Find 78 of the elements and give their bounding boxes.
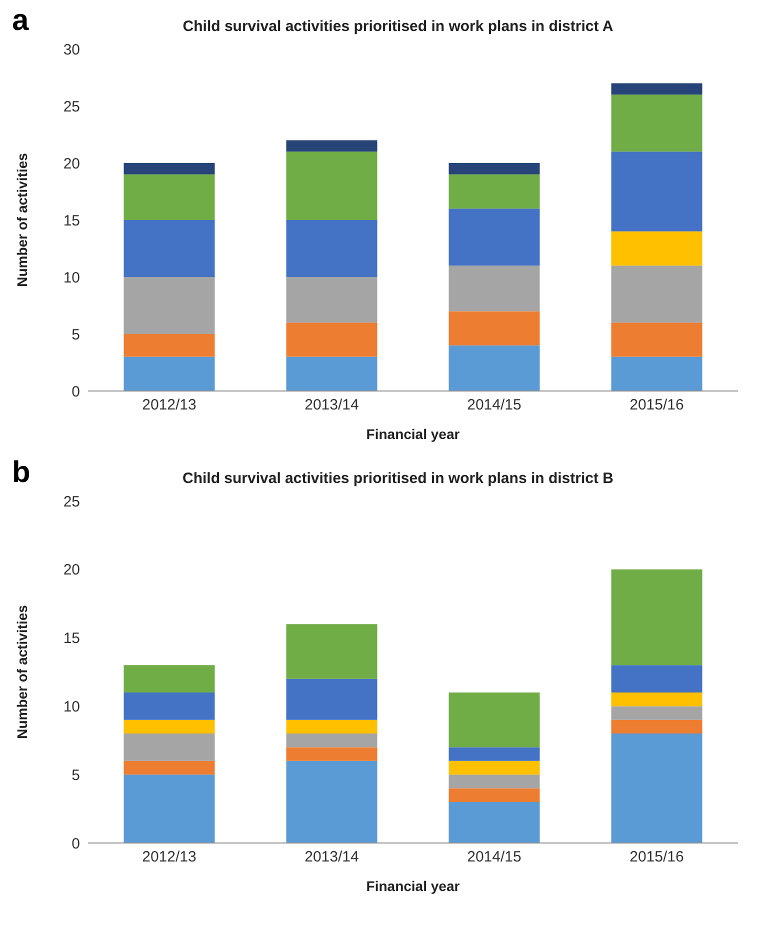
bar xyxy=(611,322,702,357)
bar xyxy=(448,788,540,802)
bar xyxy=(448,774,540,788)
x-tick-label: 2015/16 xyxy=(630,848,684,866)
bar xyxy=(611,720,702,734)
y-axis-title: Number of activities xyxy=(14,604,30,739)
bar xyxy=(124,163,215,174)
bar xyxy=(124,760,215,775)
bar xyxy=(448,760,540,775)
bar xyxy=(611,692,702,706)
bar xyxy=(124,334,215,357)
y-tick-label: 30 xyxy=(63,41,80,58)
bar xyxy=(448,802,540,843)
bar xyxy=(611,152,702,232)
bar xyxy=(448,163,540,174)
bar xyxy=(124,665,215,693)
bar xyxy=(286,277,378,323)
x-axis-title: Financial year xyxy=(366,426,460,442)
y-tick-label: 20 xyxy=(63,155,80,172)
bar xyxy=(611,734,702,843)
x-tick-label: 2013/14 xyxy=(304,848,359,866)
y-tick-label: 0 xyxy=(72,835,80,852)
bar xyxy=(286,747,378,761)
bar xyxy=(611,706,702,720)
bar xyxy=(124,720,215,734)
bar xyxy=(611,569,702,666)
bar xyxy=(286,734,378,748)
bar xyxy=(286,624,378,679)
y-tick-label: 5 xyxy=(72,766,80,784)
bar xyxy=(286,720,378,734)
bar xyxy=(448,208,540,266)
text: b xyxy=(12,456,30,490)
chart-title: Child survival activities prioritised in work plans in district A xyxy=(182,18,614,35)
x-tick-label: 2015/16 xyxy=(630,396,684,414)
bar xyxy=(286,220,378,277)
y-tick-label: 25 xyxy=(63,98,80,116)
bar xyxy=(448,311,540,346)
bar xyxy=(286,140,378,152)
y-axis-title: Number of activities xyxy=(14,152,30,287)
bar xyxy=(611,266,702,323)
bar xyxy=(611,83,702,95)
bar xyxy=(611,94,702,152)
y-tick-label: 25 xyxy=(63,493,80,510)
y-tick-label: 20 xyxy=(63,562,80,579)
bar xyxy=(448,692,540,748)
x-tick-label: 2012/13 xyxy=(142,396,196,414)
x-tick-label: 2014/15 xyxy=(467,848,522,866)
bar xyxy=(448,345,540,391)
y-tick-label: 15 xyxy=(63,630,80,648)
y-tick-label: 5 xyxy=(72,326,80,344)
bar xyxy=(124,220,215,277)
bar xyxy=(124,692,215,720)
bar xyxy=(124,734,215,761)
x-tick-label: 2014/15 xyxy=(467,396,522,414)
y-tick-label: 10 xyxy=(63,269,80,286)
chart-title: Child survival activities prioritised in work plans in district B xyxy=(182,470,614,487)
y-tick-label: 10 xyxy=(63,698,80,716)
bar xyxy=(448,174,540,209)
x-tick-label: 2013/14 xyxy=(304,396,359,414)
bar xyxy=(286,152,378,220)
y-tick-label: 15 xyxy=(63,212,80,230)
bar xyxy=(124,277,215,334)
bar xyxy=(286,356,378,391)
bar xyxy=(611,356,702,391)
text: a xyxy=(12,4,29,38)
bar xyxy=(124,774,215,843)
bar xyxy=(611,665,702,693)
bar xyxy=(448,266,540,312)
x-tick-label: 2012/13 xyxy=(142,848,196,866)
bar xyxy=(286,678,378,720)
bar xyxy=(611,231,702,266)
bar xyxy=(286,760,378,843)
y-tick-label: 0 xyxy=(72,383,80,400)
bar xyxy=(448,747,540,761)
bar xyxy=(286,322,378,357)
bar xyxy=(124,356,215,391)
bar xyxy=(124,174,215,220)
x-axis-title: Financial year xyxy=(366,878,460,894)
